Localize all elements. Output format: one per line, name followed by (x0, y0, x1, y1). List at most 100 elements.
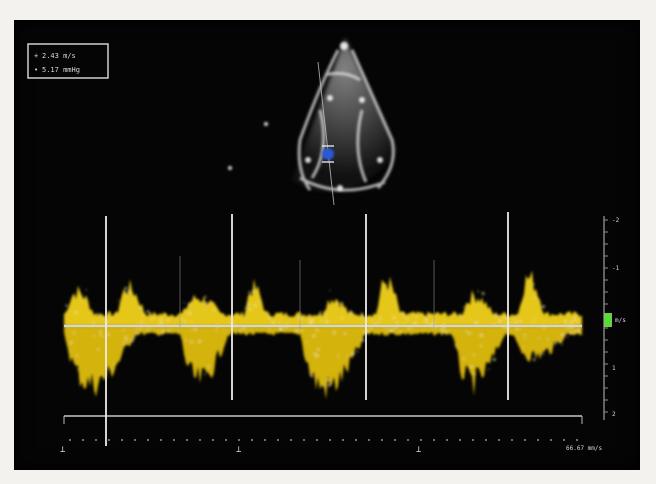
spectrum-speckle (139, 321, 143, 324)
spectrum-speckle (541, 305, 546, 309)
spectrum-speckle (268, 316, 271, 319)
velocity-scale: -2 -1 m/s 1 2 (603, 216, 626, 420)
spectrum-speckle (448, 329, 451, 331)
spectrum-speckle (258, 300, 261, 303)
scale-tick-bottom2: 2 (612, 411, 616, 418)
spectrum-speckle (307, 318, 309, 320)
spectrum-speckle (122, 342, 125, 345)
spectrum-speckle (441, 329, 444, 332)
spectrum-speckle (138, 329, 140, 331)
spectrum-speckle (101, 318, 104, 321)
spectrum-speckle (285, 323, 288, 326)
scale-tick-top1: -1 (612, 265, 620, 272)
time-tick-dot (537, 439, 539, 441)
spectrum-speckle (295, 329, 299, 333)
spectrum-speckle (347, 355, 350, 358)
time-tick-dot (329, 439, 331, 441)
spectrum-speckle (306, 341, 308, 343)
spectrum-speckle (166, 318, 170, 322)
spectrum-speckle (565, 334, 567, 336)
time-axis-markers: ⊥ ⊥ ⊥ (60, 445, 422, 455)
spectrum-speckle (223, 330, 225, 333)
spectrum-speckle (428, 315, 431, 318)
spectrum-speckle (377, 321, 380, 324)
spectrum-speckle (191, 328, 194, 331)
spectrum-speckle (319, 311, 322, 314)
spectrum-speckle (532, 321, 535, 324)
spectrum-speckle (110, 368, 112, 370)
spectrum-speckle (269, 328, 271, 331)
spectrum-speckle (278, 321, 281, 323)
spectrum-speckle (337, 354, 340, 357)
spectrum-speckle (480, 344, 483, 348)
spectrum-speckle (326, 378, 330, 382)
spectrum-speckle (280, 327, 283, 329)
forward-flow-envelope (64, 270, 582, 326)
measurement-box: + 2.43 m/s • 5.17 mmHg (27, 43, 109, 79)
time-tick-dot (407, 439, 409, 441)
spectrum-speckle (577, 329, 581, 333)
spectrum-speckle (134, 334, 136, 337)
spectrum-speckle (424, 318, 428, 322)
time-tick-dot (186, 439, 188, 441)
time-tick-dot (485, 439, 487, 441)
time-tick-dot (563, 439, 565, 441)
spectrum-speckle (481, 291, 485, 296)
time-tick-dot (511, 439, 513, 441)
time-tick-dot (381, 439, 383, 441)
spectrum-speckle (244, 306, 247, 309)
spectrum-speckle (413, 321, 417, 325)
time-tick-dot (550, 439, 552, 441)
spectrum-speckle (468, 332, 471, 335)
spectrum-speckle (124, 337, 128, 341)
spectrum-speckle (516, 339, 518, 341)
spectrum-speckle (315, 328, 319, 332)
spectrum-speckle (574, 315, 577, 319)
spectrum-speckle (569, 322, 571, 325)
time-tick-dot (303, 439, 305, 441)
spectrum-speckle (228, 323, 231, 325)
spectrum-speckle (99, 330, 102, 333)
spectrum-speckle (561, 344, 563, 346)
spectrum-speckle (474, 320, 478, 324)
time-tick-dot (355, 439, 357, 441)
spectrum-speckle (415, 315, 418, 318)
spectrum-speckle (492, 357, 496, 362)
time-axis-ticks (69, 439, 578, 441)
spectrum-speckle (204, 309, 206, 311)
spectrum-speckle (143, 322, 146, 325)
spectrum-speckle (573, 331, 576, 334)
spectrum-speckle (564, 319, 567, 323)
spectrum-speckle (385, 327, 388, 330)
spectrum-speckle (488, 368, 490, 371)
spectrum-speckle (241, 328, 243, 331)
time-tick-dot (95, 439, 97, 441)
spectrum-speckle (183, 320, 187, 323)
spectrum-speckle (463, 306, 465, 308)
doppler-spectrum (63, 212, 583, 446)
time-tick-dot (394, 439, 396, 441)
spectrum-speckle (197, 339, 202, 344)
time-tick-dot (264, 439, 266, 441)
spectrum-speckle (204, 295, 207, 299)
spectrum-speckle (524, 337, 526, 339)
spectrum-speckle (311, 321, 314, 324)
spectrum-speckle (310, 316, 313, 318)
spectrum-speckle (147, 330, 150, 333)
spectrum-speckle (79, 377, 81, 379)
spectrum-speckle (401, 312, 405, 315)
spectrum-speckle (300, 329, 303, 332)
spectrum-speckle (310, 374, 314, 378)
spectrum-speckle (135, 332, 138, 335)
scale-tick-bottom1: 1 (612, 365, 616, 372)
spectrum-speckle (460, 314, 463, 318)
time-tick-dot (238, 439, 240, 441)
spectrum-speckle (498, 319, 502, 323)
spectrum-speckle (390, 329, 393, 332)
spectrum-speckle (254, 304, 257, 307)
spectrum-speckle (215, 330, 217, 332)
spectrum-speckle (325, 315, 328, 318)
spectrum-speckle (514, 320, 518, 324)
spectrum-speckle (191, 321, 193, 323)
